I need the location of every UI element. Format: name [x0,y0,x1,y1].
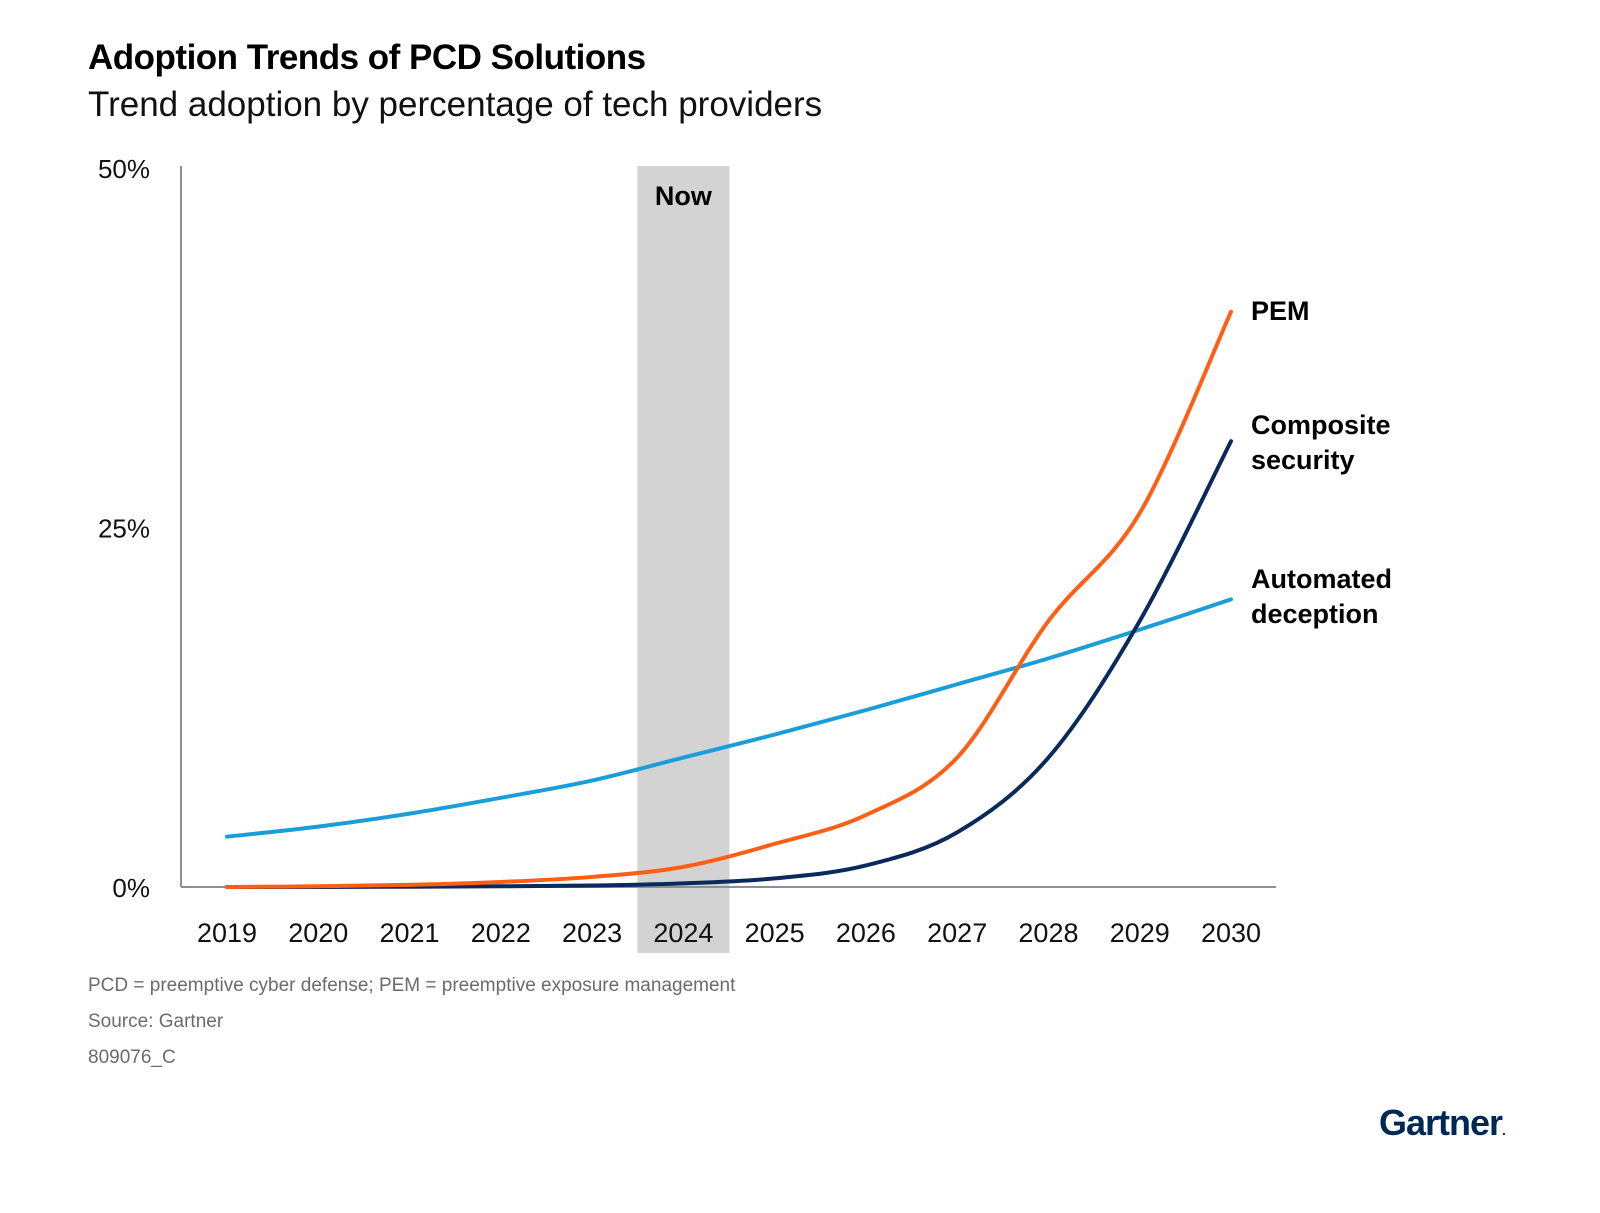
series-line-pem [225,309,1233,889]
x-tick-label: 2030 [1201,918,1261,948]
x-tick-label: 2027 [927,918,987,948]
logo-mark: . [1502,1122,1506,1138]
chart-notes: PCD = preemptive cyber defense; PEM = pr… [88,975,735,1083]
series-line-automated-deception [225,597,1233,839]
x-tick-label: 2029 [1110,918,1170,948]
series-label-composite-security: security [1251,445,1355,475]
x-tick-label: 2021 [380,918,440,948]
series-label-composite-security: Composite [1251,410,1391,440]
line-chart: Now 0% 25% 50% 2019 2020 2021 2022 2023 2024 2025 2… [98,154,1392,953]
x-tick-label: 2028 [1018,918,1078,948]
x-tick-label: 2024 [653,918,713,948]
x-tick-label: 2020 [288,918,348,948]
abbreviations-note: PCD = preemptive cyber defense; PEM = pr… [88,975,736,996]
y-tick-label: 0% [112,873,150,903]
now-label: Now [655,181,713,211]
y-tick-label: 50% [98,154,150,184]
chart-title: Adoption Trends of PCD Solutions [88,38,646,77]
logo-text: Gartner [1379,1102,1503,1143]
chart-id: 809076_C [88,1047,176,1068]
series-label-pem: PEM [1251,296,1310,326]
x-tick-label: 2019 [197,918,257,948]
x-tick-label: 2023 [562,918,622,948]
series-label-automated-deception: deception [1251,599,1379,629]
x-tick-label: 2026 [836,918,896,948]
gartner-logo: Gartner. [1379,1102,1506,1144]
x-tick-label: 2025 [745,918,805,948]
now-highlight-band [637,166,730,953]
chart-subtitle: Trend adoption by percentage of tech pro… [88,85,823,124]
series-label-automated-deception: Automated [1251,564,1392,594]
y-tick-label: 25% [98,514,150,544]
x-tick-label: 2022 [471,918,531,948]
source-note: Source: Gartner [88,1011,224,1032]
